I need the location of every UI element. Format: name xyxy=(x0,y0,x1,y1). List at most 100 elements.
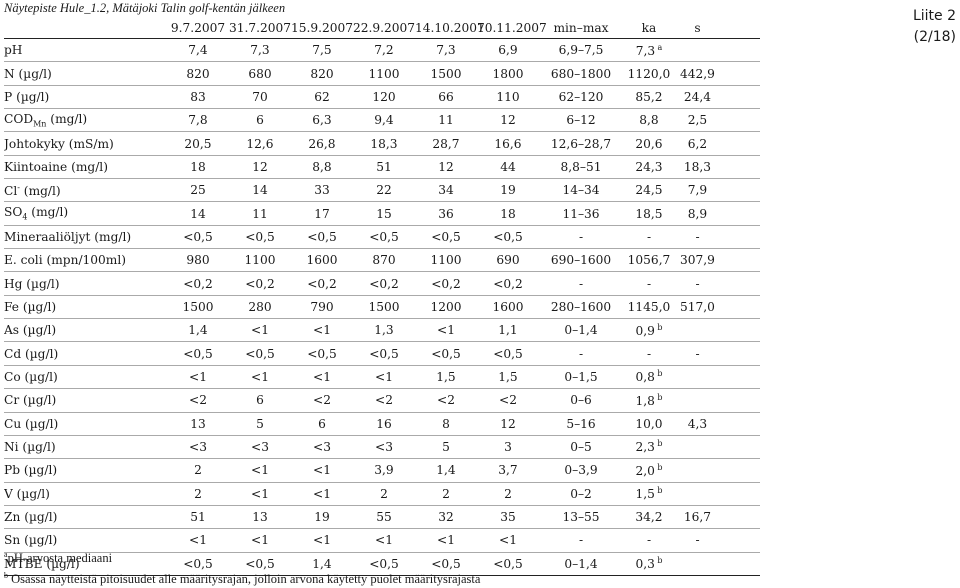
value-cell: 16 xyxy=(376,416,392,431)
parameter-name: Co (µg/l) xyxy=(4,369,58,384)
table-row: Fe (µg/l) 1500 280 790 1500 1200 1600 280–1600 1… xyxy=(4,296,760,320)
value-cell: 1,1 xyxy=(498,323,518,338)
value-cell: <3 xyxy=(189,440,207,455)
table-row: Cl- (mg/l) 25 14 33 22 34 19 14–34 24,5 7,9 xyxy=(4,179,760,203)
value-cell: 19 xyxy=(314,510,330,525)
mean-footnote-mark: b xyxy=(657,322,663,332)
table-row: P (µg/l) 83 70 62 120 66 110 62–120 85,2 24,4 xyxy=(4,86,760,110)
table-row: Hg (µg/l) <0,2 <0,2 <0,2 <0,2 <0,2 <0,2 - - - xyxy=(4,272,760,296)
footnote-mark: a xyxy=(4,550,8,559)
range-cell: - xyxy=(578,276,584,291)
table-row: Cr (µg/l) <2 6 <2 <2 <2 <2 0–6 1,8 b xyxy=(4,389,760,413)
mean-cell: 34,2 xyxy=(623,510,675,524)
parameter-cell: MTBE (µg/l) xyxy=(4,557,167,571)
value-cell: 2 xyxy=(442,486,450,501)
value-cell: 280 xyxy=(248,299,272,314)
value-cell: 17 xyxy=(314,206,330,221)
footnote-text: Osassa näytteistä pitoisuudet alle määri… xyxy=(8,572,481,587)
value-cell: 55 xyxy=(376,510,392,525)
parameter-cell: Mineraaliöljyt (mg/l) xyxy=(4,230,167,244)
value-cell: <1 xyxy=(313,369,331,384)
parameter-cell: Cu (µg/l) xyxy=(4,417,167,431)
value-cell: 28,7 xyxy=(432,136,460,151)
footnote-b: b Osassa näytteistä pitoisuudet alle mää… xyxy=(4,567,480,588)
value-cell: 8 xyxy=(442,416,450,431)
mean-value: - xyxy=(646,533,652,548)
value-cell: 66 xyxy=(438,89,454,104)
mean-value: 1,8 xyxy=(635,393,655,408)
mean-value: 1056,7 xyxy=(627,253,671,268)
mean-cell: - xyxy=(623,277,675,291)
value-cell: 6 xyxy=(318,416,326,431)
value-cell: <1 xyxy=(251,323,269,338)
table-row: V (µg/l) 2 <1 <1 2 2 2 0–2 1,5 b xyxy=(4,483,760,506)
mean-cell: 1,8 b xyxy=(623,393,675,408)
value-cell: 120 xyxy=(372,89,396,104)
sd-cell: 517,0 xyxy=(680,299,715,314)
sd-cell: - xyxy=(695,346,700,361)
mean-footnote-mark: b xyxy=(657,369,663,379)
sd-cell: 7,9 xyxy=(687,183,708,198)
value-cell: 2 xyxy=(194,463,202,478)
mean-cell: 1120,0 xyxy=(623,67,675,81)
header-date-4: 22.9.2007 xyxy=(353,20,416,35)
value-cell: 5 xyxy=(442,440,450,455)
sd-cell: 4,3 xyxy=(687,416,708,431)
value-cell: <1 xyxy=(251,486,269,501)
range-cell: 680–1800 xyxy=(550,66,612,81)
header-date-6: 10.11.2007 xyxy=(477,20,547,35)
value-cell: 690 xyxy=(496,253,520,268)
mean-cell: 24,5 xyxy=(623,183,675,197)
parameter-name: Sn (µg/l) xyxy=(4,533,58,548)
mean-cell: - xyxy=(623,230,675,244)
value-cell: 7,4 xyxy=(188,43,208,58)
parameter-name: V (µg/l) xyxy=(4,486,50,501)
table-row: Kiintoaine (mg/l) 18 12 8,8 51 12 44 8,8–51 24,3… xyxy=(4,156,760,180)
mean-cell: 1145,0 xyxy=(623,300,675,314)
mean-value: 34,2 xyxy=(635,510,663,525)
appendix-title: Liite 2 xyxy=(912,8,956,24)
footnote-text: pH-arvosta mediaani xyxy=(7,551,113,566)
value-cell: 1,3 xyxy=(374,323,394,338)
value-cell: 1,4 xyxy=(436,463,456,478)
value-cell: <0,5 xyxy=(493,346,523,361)
parameter-cell: E. coli (mpn/100ml) xyxy=(4,253,167,267)
value-cell: 14 xyxy=(190,206,206,221)
parameter-name: SO xyxy=(4,205,23,220)
mean-cell: 0,3 b xyxy=(623,556,675,571)
value-cell: <1 xyxy=(499,533,517,548)
parameter-unit: (mg/l) xyxy=(27,205,69,220)
mean-footnote-mark: b xyxy=(657,556,663,566)
table-row: Johtokyky (mS/m) 20,5 12,6 26,8 18,3 28,7 16,6… xyxy=(4,132,760,156)
parameter-cell: V (µg/l) xyxy=(4,487,167,501)
mean-footnote-mark: b xyxy=(657,486,663,496)
parameter-cell: Ni (µg/l) xyxy=(4,440,167,454)
value-cell: <0,5 xyxy=(183,556,213,571)
mean-cell: 2,0 b xyxy=(623,463,675,478)
value-cell: 36 xyxy=(438,206,454,221)
mean-cell: - xyxy=(623,533,675,547)
table-row: Pb (µg/l) 2 <1 <1 3,9 1,4 3,7 0–3,9 2,0 b xyxy=(4,459,760,483)
value-cell: <0,2 xyxy=(307,276,337,291)
mean-cell: 18,5 xyxy=(623,207,675,221)
value-cell: <2 xyxy=(189,393,207,408)
value-cell: <0,5 xyxy=(245,229,275,244)
parameter-cell: CODMn (mg/l) xyxy=(4,112,167,128)
range-cell: 0–1,5 xyxy=(564,369,598,384)
table-row: Sn (µg/l) <1 <1 <1 <1 <1 <1 - - - xyxy=(4,529,760,553)
header-date-5: 14.10.2007 xyxy=(415,20,485,35)
value-cell: <0,5 xyxy=(245,556,275,571)
value-cell: 2 xyxy=(504,486,512,501)
value-cell: 6,3 xyxy=(312,113,332,128)
value-cell: 16,6 xyxy=(494,136,522,151)
value-cell: <1 xyxy=(375,533,393,548)
parameter-name: Pb (µg/l) xyxy=(4,463,58,478)
value-cell: 820 xyxy=(310,66,334,81)
parameter-cell: Johtokyky (mS/m) xyxy=(4,137,167,151)
parameter-name: P (µg/l) xyxy=(4,89,50,104)
value-cell: <1 xyxy=(437,323,455,338)
value-cell: 1100 xyxy=(244,253,276,268)
mean-value: - xyxy=(646,346,652,361)
sd-cell: 6,2 xyxy=(687,136,708,151)
value-cell: 6,9 xyxy=(498,43,518,58)
